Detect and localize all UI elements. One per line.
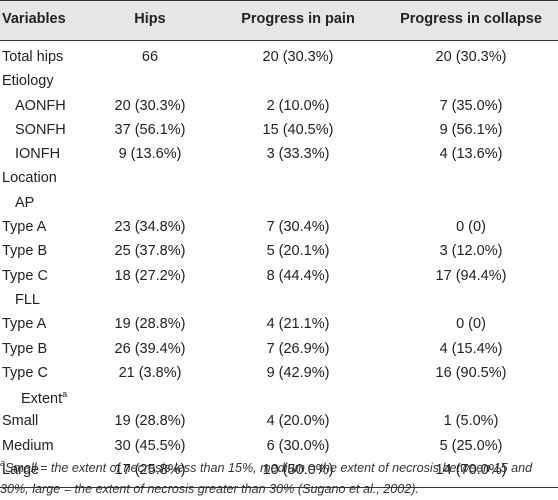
cell-progress-collapse: 9 (56.1%) <box>439 121 503 138</box>
table-row: AONFH 20 (30.3%) 2 (10.0%) 7 (35.0%) <box>0 95 558 119</box>
row-label: Location <box>2 170 57 187</box>
cell-progress-pain: 15 (40.5%) <box>262 121 334 138</box>
cell-hips: 30 (45.5%) <box>114 437 186 454</box>
row-label: Small <box>2 413 39 430</box>
cell-progress-collapse: 14 (70.0%) <box>435 462 507 479</box>
cell-hips: 19 (28.8%) <box>114 316 186 333</box>
row-label-wrap: Extenta <box>21 389 67 407</box>
cell-progress-collapse: 4 (15.4%) <box>439 340 503 357</box>
cell-progress-pain: 9 (42.9%) <box>266 364 330 381</box>
table-row: Total hips 66 20 (30.3%) 20 (30.3%) <box>0 46 558 70</box>
cell-progress-pain: 2 (10.0%) <box>266 97 330 114</box>
row-label-superscript: a <box>62 389 68 400</box>
row-label: AONFH <box>15 97 66 114</box>
header-rule <box>0 40 558 41</box>
row-label: Large <box>2 462 40 479</box>
cell-progress-collapse: 3 (12.0%) <box>439 243 503 260</box>
cell-progress-collapse: 5 (25.0%) <box>439 437 503 454</box>
cell-hips: 23 (34.8%) <box>114 219 186 236</box>
top-rule <box>0 0 558 1</box>
row-label: Total hips <box>2 49 64 65</box>
table-row: Type B 26 (39.4%) 7 (26.9%) 4 (15.4%) <box>0 338 558 362</box>
table-row: Extenta <box>0 386 558 410</box>
header-progress-collapse: Progress in collapse <box>400 11 542 27</box>
cell-progress-pain: 3 (33.3%) <box>266 146 330 163</box>
row-label: Type A <box>2 316 47 333</box>
cell-hips: 20 (30.3%) <box>114 97 186 114</box>
cell-progress-collapse: 20 (30.3%) <box>435 49 507 65</box>
row-label: Etiology <box>2 73 54 90</box>
cell-hips: 17 (25.8%) <box>114 462 186 479</box>
table-row: Type C 18 (27.2%) 8 (44.4%) 17 (94.4%) <box>0 265 558 289</box>
results-table: Variables Hips Progress in pain Progress… <box>0 0 558 489</box>
row-label: SONFH <box>15 121 66 138</box>
cell-hips: 25 (37.8%) <box>114 243 186 260</box>
row-label: Extent <box>21 391 63 408</box>
row-label: AP <box>15 194 35 211</box>
bottom-rule <box>0 487 558 489</box>
cell-hips: 18 (27.2%) <box>114 267 186 284</box>
header-progress-pain: Progress in pain <box>241 11 355 27</box>
cell-progress-pain: 4 (20.0%) <box>266 413 330 430</box>
cell-progress-collapse: 16 (90.5%) <box>435 364 507 381</box>
cell-progress-pain: 7 (26.9%) <box>266 340 330 357</box>
header-variables: Variables <box>2 11 66 27</box>
table-row: Type A 19 (28.8%) 4 (21.1%) 0 (0) <box>0 313 558 337</box>
table-row: Type B 25 (37.8%) 5 (20.1%) 3 (12.0%) <box>0 240 558 264</box>
cell-progress-pain: 8 (44.4%) <box>266 267 330 284</box>
table-row: Location <box>0 167 558 191</box>
row-label: FLL <box>15 291 40 308</box>
table-footnote: aSmall = the extent of necrosis less tha… <box>0 453 556 500</box>
table-row: IONFH 9 (13.6%) 3 (33.3%) 4 (13.6%) <box>0 143 558 167</box>
footnote-text: Small = the extent of necrosis less than… <box>0 461 533 496</box>
table-row: FLL <box>0 289 558 313</box>
cell-progress-pain: 10 (50.0%) <box>262 462 334 479</box>
table-row: Type A 23 (34.8%) 7 (30.4%) 0 (0) <box>0 216 558 240</box>
row-label: IONFH <box>15 146 61 163</box>
cell-progress-collapse: 1 (5.0%) <box>443 413 499 430</box>
table-row: AP <box>0 192 558 216</box>
table-row: Small 19 (28.8%) 4 (20.0%) 1 (5.0%) <box>0 410 558 434</box>
table-row: Large 17 (25.8%) 10 (50.0%) 14 (70.0%) <box>0 459 558 483</box>
table-row: SONFH 37 (56.1%) 15 (40.5%) 9 (56.1%) <box>0 119 558 143</box>
row-label: Type B <box>2 340 48 357</box>
cell-progress-pain: 5 (20.1%) <box>266 243 330 260</box>
row-label: Medium <box>2 437 54 454</box>
cell-progress-pain: 20 (30.3%) <box>262 49 334 65</box>
cell-hips: 9 (13.6%) <box>118 146 182 163</box>
cell-hips: 21 (3.8%) <box>118 364 182 381</box>
cell-progress-pain: 7 (30.4%) <box>266 219 330 236</box>
table-header: Variables Hips Progress in pain Progress… <box>0 1 558 40</box>
cell-hips: 19 (28.8%) <box>114 413 186 430</box>
row-label: Type C <box>2 267 48 284</box>
footnote-marker: a <box>0 458 6 468</box>
row-label: Type B <box>2 243 48 260</box>
table-row: Etiology <box>0 70 558 94</box>
cell-hips: 66 <box>141 49 159 65</box>
table-row: Medium 30 (45.5%) 6 (30.0%) 5 (25.0%) <box>0 435 558 459</box>
table-body: Total hips 66 20 (30.3%) 20 (30.3%) Etiology… <box>0 46 558 487</box>
row-label: Type C <box>2 364 48 381</box>
cell-progress-collapse: 17 (94.4%) <box>435 267 507 284</box>
cell-progress-collapse: 0 (0) <box>456 316 486 333</box>
header-hips: Hips <box>134 11 166 27</box>
cell-progress-collapse: 4 (13.6%) <box>439 146 503 163</box>
cell-progress-collapse: 0 (0) <box>456 219 486 236</box>
cell-hips: 26 (39.4%) <box>114 340 186 357</box>
cell-hips: 37 (56.1%) <box>114 121 186 138</box>
cell-progress-pain: 6 (30.0%) <box>266 437 330 454</box>
cell-progress-collapse: 7 (35.0%) <box>439 97 503 114</box>
table-row: Type C 21 (3.8%) 9 (42.9%) 16 (90.5%) <box>0 362 558 386</box>
cell-progress-pain: 4 (21.1%) <box>266 316 330 333</box>
row-label: Type A <box>2 219 47 236</box>
